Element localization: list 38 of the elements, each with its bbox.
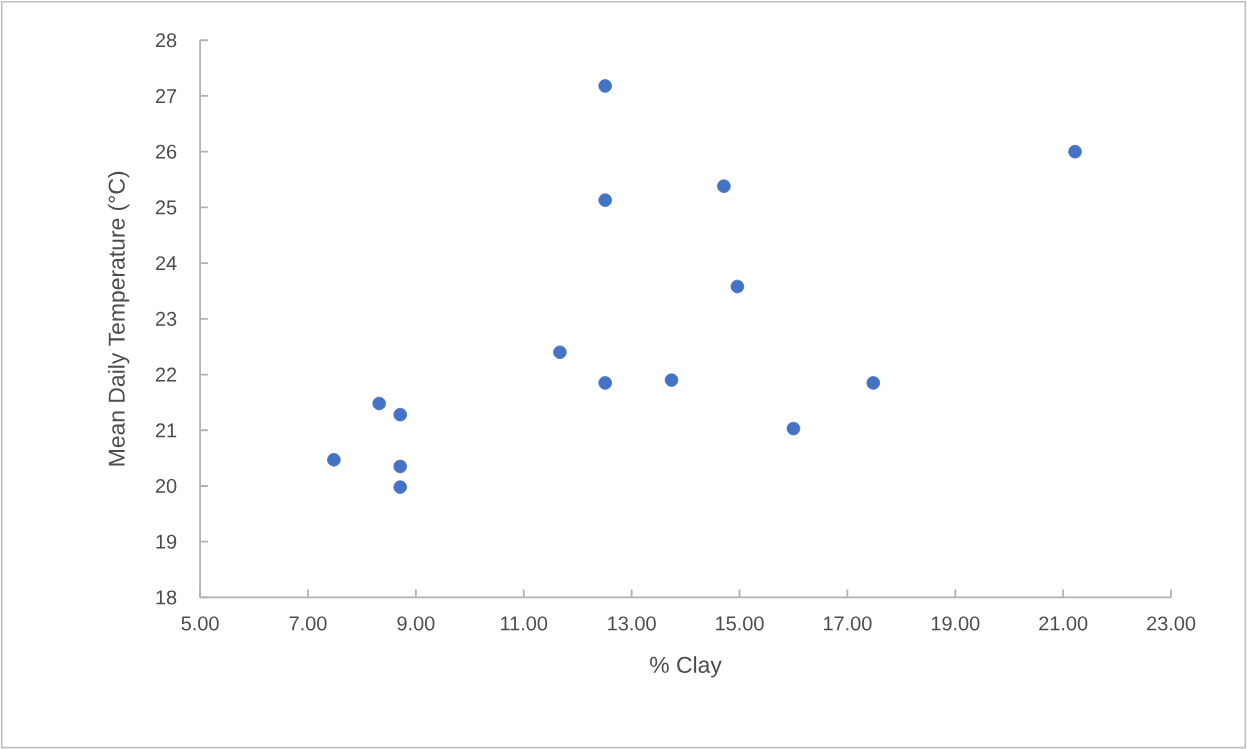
point (598, 193, 612, 207)
y-tick-label: 18 (156, 590, 177, 605)
point (553, 345, 567, 359)
x-tick-label: 21.00 (1039, 616, 1088, 631)
point (393, 459, 407, 474)
y-tick-label: 21 (155, 423, 177, 438)
point (717, 179, 731, 193)
point (393, 407, 407, 422)
point (730, 279, 745, 294)
point (598, 375, 612, 390)
x-tick-label: 23.00 (1147, 616, 1196, 631)
point (1068, 144, 1082, 159)
x-tick-label: 7.00 (289, 616, 327, 631)
point (664, 373, 679, 387)
x-tick-label: 5.00 (181, 616, 219, 631)
x-tick-label: 9.00 (397, 616, 435, 631)
y-tick-label: 24 (155, 256, 177, 270)
x-tick-label: 15.00 (716, 616, 764, 631)
y-tick-label: 26 (155, 144, 177, 159)
y-tick-label: 20 (155, 478, 177, 493)
x-tick-label: 11.00 (501, 616, 548, 631)
x-tick-label: 19.00 (931, 616, 980, 631)
y-tick-label: 22 (155, 367, 177, 382)
y-tick-label: 28 (155, 33, 177, 48)
point (393, 480, 407, 494)
point (786, 421, 801, 436)
y-tick-label: 27 (155, 88, 177, 103)
y-tick-label: 25 (155, 200, 177, 215)
point (598, 79, 612, 93)
y-tick-label: 19 (156, 534, 177, 549)
y-tick-label: 23 (155, 311, 177, 326)
x-tick-label: 13.00 (608, 616, 656, 631)
x-axis-title: % Clay (650, 656, 722, 678)
x-tick-label: 17.00 (824, 616, 872, 631)
point (327, 452, 341, 467)
y-axis-title: Mean Daily Temperature (°C) (107, 171, 130, 466)
point (372, 396, 386, 411)
point (866, 375, 881, 390)
